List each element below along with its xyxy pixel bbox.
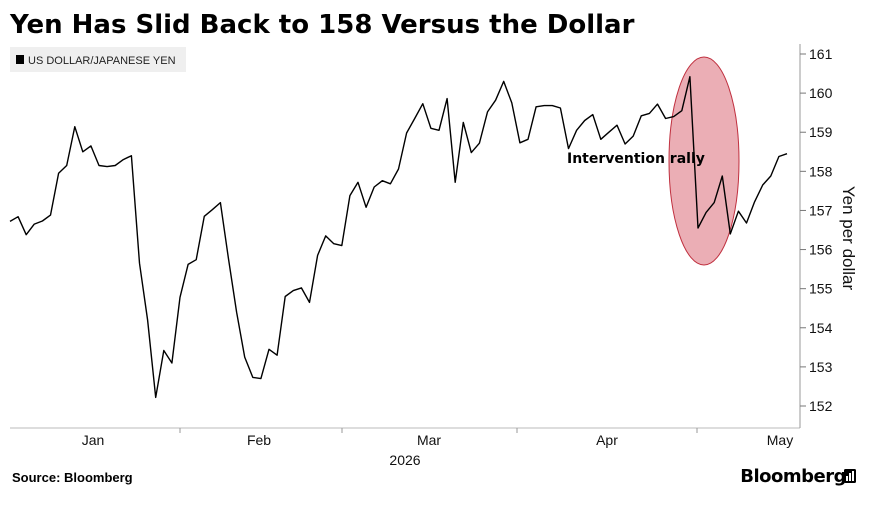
x-year-label: 2026 (389, 452, 420, 468)
intervention-highlight (668, 56, 740, 266)
x-tick-label: May (767, 432, 793, 448)
y-tick-label: 161 (809, 46, 833, 62)
y-axis: 152 153 154 155 156 157 158 159 160 161 Yen per do… (799, 44, 858, 428)
legend: US DOLLAR/JAPANESE YEN (10, 47, 186, 72)
brand-logo: Bloomberg (740, 466, 846, 487)
x-tick-label: Feb (247, 432, 271, 448)
y-tick-label: 160 (809, 85, 833, 101)
x-tick-label: Jan (82, 432, 105, 448)
y-tick-label: 158 (809, 163, 833, 179)
x-tick-label: Apr (596, 432, 618, 448)
x-tick-label: Mar (417, 432, 441, 448)
y-tick-label: 159 (809, 124, 833, 140)
intervention-highlight-group (668, 56, 740, 266)
annotation-group: Intervention rally (567, 151, 705, 167)
x-axis: Jan Feb Mar Apr May 2026 (10, 427, 800, 468)
annotation-intervention-rally: Intervention rally (567, 151, 705, 167)
y-tick-label: 154 (809, 320, 833, 336)
legend-swatch (16, 55, 24, 64)
chart-icon (844, 469, 856, 483)
chart-title: Yen Has Slid Back to 158 Versus the Doll… (10, 10, 635, 40)
legend-box (10, 47, 186, 72)
brand-name: Bloomberg (740, 466, 846, 487)
legend-label: US DOLLAR/JAPANESE YEN (28, 55, 176, 67)
y-tick-label: 156 (809, 242, 833, 258)
y-tick-label: 153 (809, 359, 833, 375)
source-note: Source: Bloomberg (12, 470, 133, 485)
y-tick-label: 152 (809, 398, 833, 414)
y-axis-label: Yen per dollar (839, 186, 858, 291)
y-tick-label: 157 (809, 202, 833, 218)
series-line-usdjpy (9, 75, 788, 399)
series-group (9, 75, 788, 399)
y-tick-label: 155 (809, 281, 833, 297)
